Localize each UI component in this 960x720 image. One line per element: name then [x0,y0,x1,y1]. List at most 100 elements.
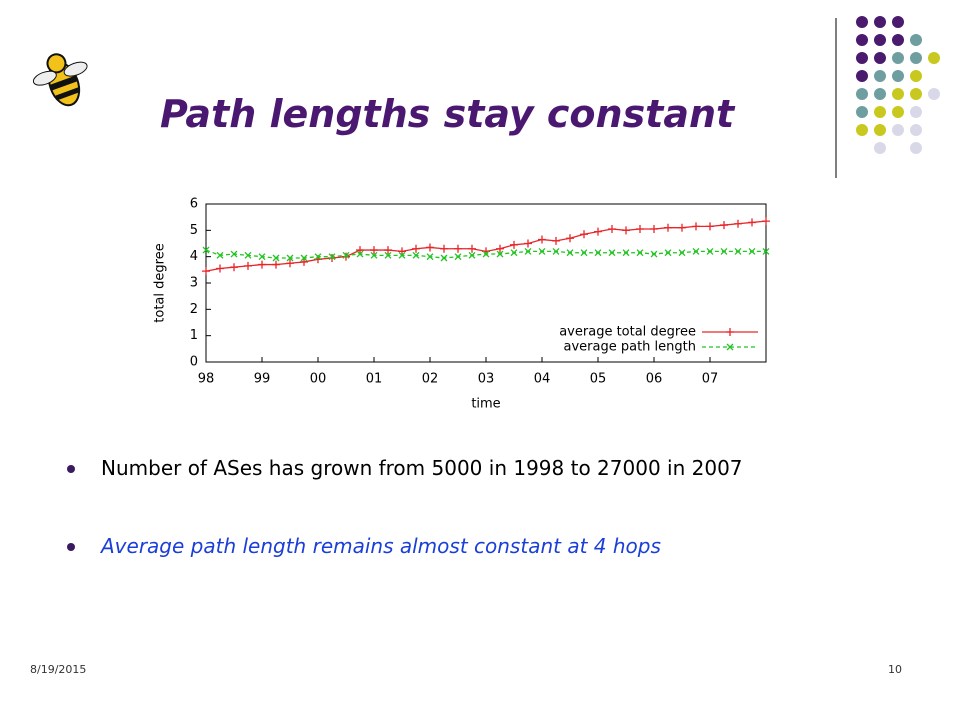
point [552,236,560,245]
point [720,247,728,255]
point [412,244,420,253]
point [678,249,686,257]
point [370,246,378,255]
point [426,243,434,252]
footer-date: 8/19/2015 [30,663,87,676]
legend-label: average path length [564,340,696,355]
x-tick-label: 99 [254,372,271,387]
point [734,219,742,228]
x-axis-label: time [471,397,500,412]
point [692,222,700,231]
y-tick-label: 5 [190,223,198,238]
y-axis-label: total degree [153,243,168,322]
point [650,225,658,234]
y-tick-label: 2 [190,302,198,317]
point [468,251,476,259]
point [580,230,588,239]
point [538,247,546,255]
point [762,247,770,255]
point [272,254,280,262]
point [300,254,308,262]
x-tick-label: 05 [590,372,607,387]
legend-label: average total degree [559,325,696,340]
point [726,328,734,336]
point [454,253,462,261]
point [370,251,378,259]
x-tick-label: 98 [198,372,215,387]
x-tick-label: 06 [646,372,663,387]
point [636,249,644,257]
point [356,246,364,255]
bullet: Average path length remains almost const… [67,534,661,558]
point [748,247,756,255]
y-tick-label: 0 [190,355,198,370]
point [202,246,210,254]
point [468,244,476,253]
y-tick-label: 3 [190,276,198,291]
point [258,253,266,261]
point [762,217,770,226]
point [398,251,406,259]
point [678,223,686,232]
slide-title: Path lengths stay constant [160,92,735,136]
point [398,247,406,256]
point [426,253,434,261]
x-tick-label: 07 [702,372,719,387]
point [510,249,518,257]
x-tick-label: 03 [478,372,495,387]
x-tick-label: 00 [310,372,327,387]
point [552,247,560,255]
point [482,250,490,258]
point [384,251,392,259]
point [328,253,336,262]
dot-grid [856,16,940,154]
point [636,225,644,234]
y-tick-label: 1 [190,328,198,343]
point [706,247,714,255]
point [454,244,462,253]
point [384,246,392,255]
point [608,249,616,257]
point [594,249,602,257]
point [258,260,266,269]
point [286,259,294,268]
y-tick-label: 4 [190,249,198,264]
point [726,343,734,351]
point [734,247,742,255]
point [664,249,672,257]
y-tick-label: 6 [190,197,198,212]
point [748,218,756,227]
point [622,226,630,235]
point [412,251,420,259]
point [272,260,280,269]
point [650,250,658,258]
point [524,247,532,255]
point [496,244,504,253]
point [664,223,672,232]
point [594,227,602,236]
bullet-text: Number of ASes has grown from 5000 in 19… [101,456,743,480]
point [524,239,532,248]
bullet-text: Average path length remains almost const… [101,534,661,558]
point [622,249,630,257]
point [216,251,224,259]
point [244,251,252,259]
point [608,225,616,234]
x-tick-label: 04 [534,372,551,387]
point [230,250,238,258]
bullet: Number of ASes has grown from 5000 in 19… [67,456,743,480]
page-number: 10 [888,663,902,676]
point [342,252,350,261]
x-tick-label: 02 [422,372,439,387]
point [440,254,448,262]
point [230,263,238,272]
point [510,240,518,249]
point [538,235,546,244]
point [314,253,322,261]
point [566,234,574,243]
point [216,264,224,273]
point [328,253,336,261]
